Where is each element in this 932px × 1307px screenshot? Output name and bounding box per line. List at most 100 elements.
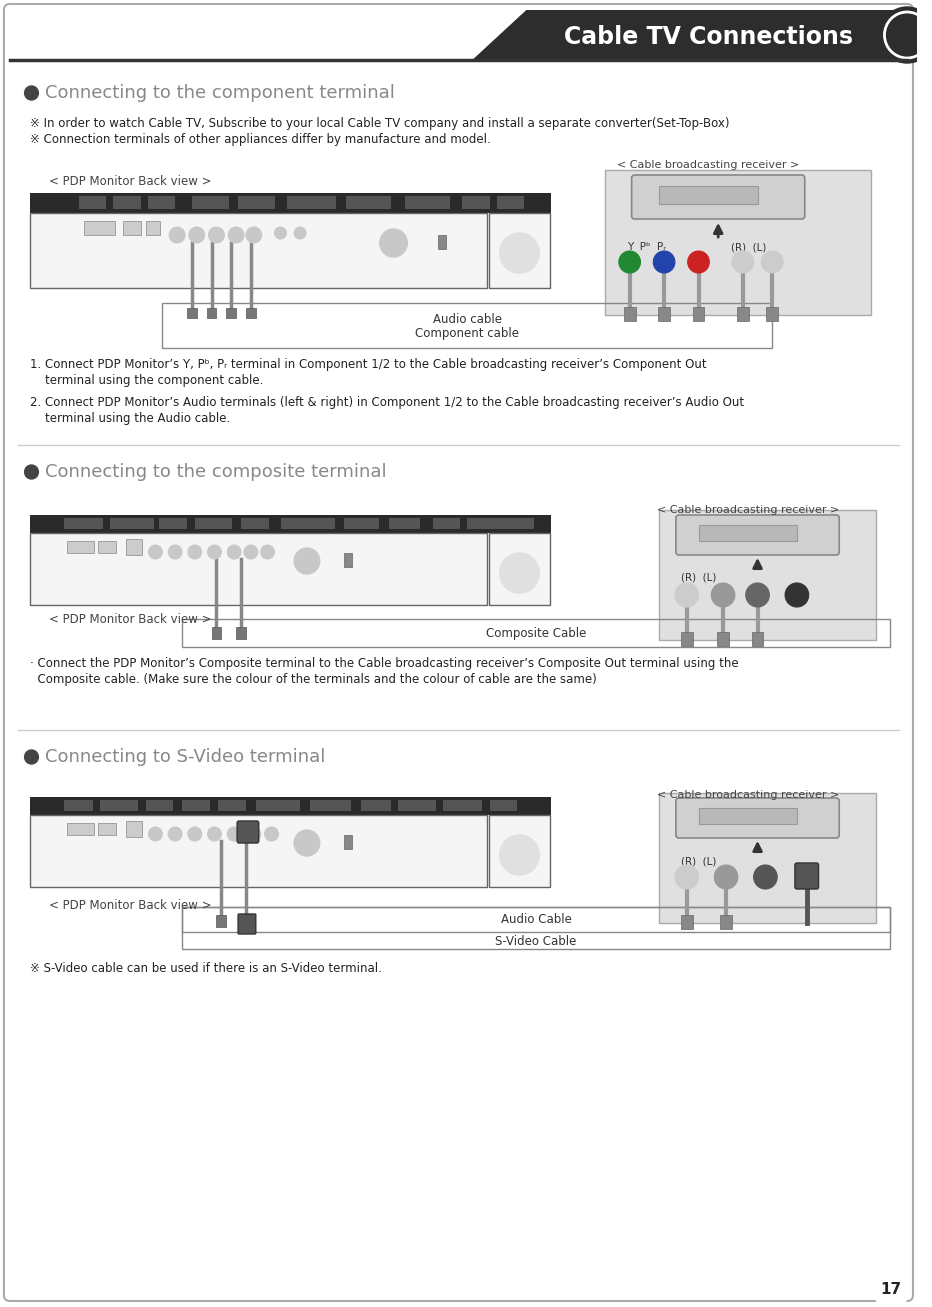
Bar bbox=[182, 620, 890, 647]
Bar bbox=[99, 823, 116, 835]
Circle shape bbox=[227, 827, 241, 840]
Bar bbox=[78, 196, 106, 209]
Circle shape bbox=[209, 227, 225, 243]
Circle shape bbox=[873, 1272, 909, 1307]
Bar bbox=[218, 800, 246, 812]
Bar bbox=[207, 308, 216, 318]
Circle shape bbox=[746, 583, 769, 606]
Bar bbox=[497, 196, 525, 209]
Circle shape bbox=[295, 830, 320, 856]
Text: (R)  (L): (R) (L) bbox=[680, 856, 716, 867]
Bar bbox=[287, 196, 336, 209]
Bar bbox=[182, 907, 890, 949]
Circle shape bbox=[275, 227, 286, 239]
Bar bbox=[212, 627, 222, 639]
Bar bbox=[30, 533, 487, 605]
Bar bbox=[344, 553, 352, 567]
Circle shape bbox=[169, 545, 182, 559]
Text: Component cable: Component cable bbox=[416, 327, 519, 340]
Text: Cable TV Connections: Cable TV Connections bbox=[564, 25, 853, 48]
FancyBboxPatch shape bbox=[4, 4, 913, 1300]
FancyBboxPatch shape bbox=[238, 914, 255, 935]
Bar bbox=[241, 518, 268, 529]
Bar bbox=[347, 196, 391, 209]
FancyBboxPatch shape bbox=[632, 175, 804, 220]
Bar bbox=[147, 196, 175, 209]
Bar bbox=[389, 518, 420, 529]
Circle shape bbox=[189, 227, 205, 243]
Text: Composite cable. (Make sure the colour of the terminals and the colour of cable : Composite cable. (Make sure the colour o… bbox=[30, 673, 596, 686]
Circle shape bbox=[711, 583, 735, 606]
Bar bbox=[680, 915, 692, 929]
Bar bbox=[192, 196, 229, 209]
Bar bbox=[241, 915, 251, 927]
Bar bbox=[720, 915, 732, 929]
Bar bbox=[195, 518, 232, 529]
Text: < PDP Monitor Back view >: < PDP Monitor Back view > bbox=[49, 613, 212, 626]
Text: terminal using the component cable.: terminal using the component cable. bbox=[30, 374, 263, 387]
Circle shape bbox=[244, 545, 258, 559]
Bar bbox=[659, 186, 758, 204]
Bar bbox=[659, 793, 875, 923]
Text: · Connect the PDP Monitor’s Composite terminal to the Cable broadcasting receive: · Connect the PDP Monitor’s Composite te… bbox=[30, 657, 738, 670]
FancyBboxPatch shape bbox=[676, 799, 839, 838]
Bar bbox=[467, 518, 507, 529]
Circle shape bbox=[500, 553, 539, 593]
Circle shape bbox=[295, 548, 320, 574]
Bar bbox=[30, 213, 487, 288]
Bar bbox=[605, 170, 870, 315]
Bar bbox=[145, 800, 173, 812]
Bar bbox=[462, 196, 490, 209]
Circle shape bbox=[265, 827, 279, 840]
Bar bbox=[489, 533, 550, 605]
Circle shape bbox=[148, 827, 162, 840]
Text: S-Video Cable: S-Video Cable bbox=[496, 935, 577, 948]
Bar bbox=[405, 196, 449, 209]
Circle shape bbox=[188, 545, 201, 559]
Bar bbox=[84, 221, 116, 235]
Circle shape bbox=[24, 465, 38, 478]
Bar bbox=[255, 800, 300, 812]
Text: (R)  (L): (R) (L) bbox=[680, 572, 716, 583]
Bar bbox=[110, 518, 155, 529]
Bar bbox=[432, 518, 460, 529]
Circle shape bbox=[261, 545, 275, 559]
Bar bbox=[443, 800, 482, 812]
Circle shape bbox=[227, 545, 241, 559]
Circle shape bbox=[675, 865, 698, 889]
Bar bbox=[182, 800, 210, 812]
Bar bbox=[361, 800, 391, 812]
Circle shape bbox=[379, 229, 407, 257]
Circle shape bbox=[188, 827, 201, 840]
Bar bbox=[737, 307, 748, 322]
Bar bbox=[698, 808, 797, 823]
Bar bbox=[624, 307, 636, 322]
Bar bbox=[399, 800, 436, 812]
Text: 17: 17 bbox=[881, 1282, 902, 1298]
Text: < PDP Monitor Back view >: < PDP Monitor Back view > bbox=[49, 175, 212, 188]
Text: ※ S-Video cable can be used if there is an S-Video terminal.: ※ S-Video cable can be used if there is … bbox=[30, 962, 381, 975]
Text: ※ Connection terminals of other appliances differ by manufacture and model.: ※ Connection terminals of other applianc… bbox=[30, 133, 490, 146]
Circle shape bbox=[24, 86, 38, 101]
Bar bbox=[489, 816, 550, 887]
Bar bbox=[344, 835, 352, 850]
Polygon shape bbox=[473, 10, 907, 60]
Bar bbox=[344, 518, 378, 529]
Bar bbox=[30, 515, 551, 533]
Circle shape bbox=[24, 750, 38, 765]
Bar bbox=[182, 907, 890, 932]
Bar bbox=[123, 221, 141, 235]
Circle shape bbox=[228, 227, 244, 243]
Text: terminal using the Audio cable.: terminal using the Audio cable. bbox=[30, 412, 230, 425]
Circle shape bbox=[619, 251, 640, 273]
Circle shape bbox=[653, 251, 675, 273]
Bar bbox=[159, 518, 187, 529]
Bar bbox=[718, 633, 729, 646]
Text: 1. Connect PDP Monitor’s Y, Pᵇ, Pᵣ terminal in Component 1/2 to the Cable broadc: 1. Connect PDP Monitor’s Y, Pᵇ, Pᵣ termi… bbox=[30, 358, 706, 371]
Circle shape bbox=[785, 583, 809, 606]
Text: ※ In order to watch Cable TV, Subscribe to your local Cable TV company and insta: ※ In order to watch Cable TV, Subscribe … bbox=[30, 118, 729, 129]
Text: < PDP Monitor Back view >: < PDP Monitor Back view > bbox=[49, 899, 212, 912]
Text: Connecting to the component terminal: Connecting to the component terminal bbox=[46, 84, 395, 102]
Bar bbox=[507, 518, 534, 529]
Bar bbox=[162, 303, 773, 348]
